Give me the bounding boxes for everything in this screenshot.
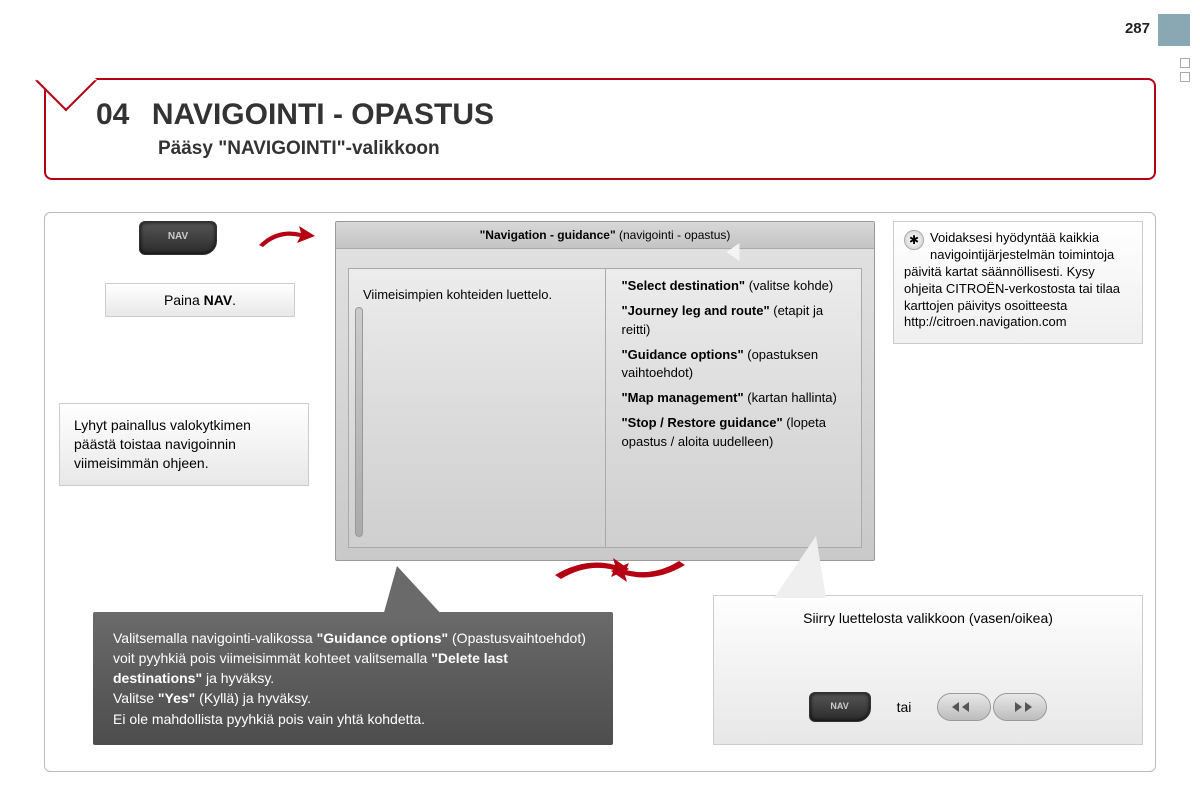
menu-item: "Select destination" (valitse kohde)	[622, 277, 850, 296]
callout-text: Ei ole mahdollista pyyhkiä pois vain yht…	[113, 711, 425, 727]
menu-item: "Journey leg and route" (etapit ja reitt…	[622, 302, 850, 340]
short-press-hint: Lyhyt painallus valokytkimen päästä tois…	[59, 403, 309, 486]
lightbulb-icon: ✱	[904, 230, 924, 250]
or-label: tai	[897, 699, 912, 715]
screen-right-panel: "Select destination" (valitse kohde) "Jo…	[606, 269, 862, 547]
guidance-delete-callout: Valitsemalla navigointi-valikossa "Guida…	[93, 612, 613, 745]
list-to-menu-panel: Siirry luettelosta valikkoon (vasen/oike…	[713, 595, 1143, 745]
callout-bold: "Guidance options"	[317, 630, 449, 646]
corner-block	[1158, 14, 1190, 46]
screen-title-bar: "Navigation - guidance" (navigointi - op…	[336, 222, 874, 249]
recent-list-label: Viimeisimpien kohteiden luettelo.	[363, 287, 552, 302]
swap-arrows-icon	[545, 551, 695, 589]
side-marker-dots	[1180, 58, 1190, 86]
button-row: NAV tai	[714, 692, 1142, 722]
screen-title-sub: (navigointi - opastus)	[616, 228, 731, 242]
menu-bold: "Map management"	[622, 390, 744, 405]
tip-text: Voidaksesi hyödyntää kaikkia navigointij…	[904, 230, 1120, 329]
menu-item: "Guidance options" (opastuksen vaihtoehd…	[622, 346, 850, 384]
chapter-header: 04 NAVIGOINTI - OPASTUS Pääsy "NAVIGOINT…	[44, 78, 1156, 180]
screen-title-main: "Navigation - guidance"	[480, 228, 616, 242]
nav-hardware-button: NAV	[139, 221, 217, 255]
screen-left-panel: Viimeisimpien kohteiden luettelo.	[349, 269, 606, 547]
chapter-number: 04	[96, 98, 129, 132]
seek-buttons	[937, 693, 1047, 721]
press-nav-bold: NAV	[204, 292, 233, 308]
scrollbar	[355, 307, 363, 537]
callout-text: Valitse	[113, 690, 158, 706]
chapter-subtitle: Pääsy "NAVIGOINTI"-valikkoon	[158, 138, 1124, 160]
callout-bold: "Yes"	[158, 690, 195, 706]
page-number: 287	[1125, 20, 1150, 37]
map-update-tip: ✱ Voidaksesi hyödyntää kaikkia navigoint…	[893, 221, 1143, 344]
callout-text: ja hyväksy.	[202, 670, 274, 686]
nav-screen-mock: "Navigation - guidance" (navigointi - op…	[335, 221, 875, 561]
callout-text: Valitsemalla navigointi-valikossa	[113, 630, 317, 646]
list-to-menu-title: Siirry luettelosta valikkoon (vasen/oike…	[732, 610, 1124, 626]
menu-rest: (kartan hallinta)	[744, 390, 837, 405]
press-nav-suffix: .	[232, 292, 236, 308]
triangle-left-icon	[727, 243, 740, 261]
menu-item: "Map management" (kartan hallinta)	[622, 389, 850, 408]
press-nav-prefix: Paina	[164, 292, 204, 308]
callout-pointer	[383, 566, 443, 616]
press-nav-instruction: Paina NAV.	[105, 283, 295, 317]
screen-body: Viimeisimpien kohteiden luettelo. "Selec…	[348, 268, 862, 548]
arrow-right-icon	[257, 225, 317, 251]
content-area: NAV Paina NAV. Lyhyt painallus valokytki…	[44, 212, 1156, 772]
menu-bold: "Stop / Restore guidance"	[622, 415, 783, 430]
menu-rest: (valitse kohde)	[745, 278, 833, 293]
menu-bold: "Guidance options"	[622, 347, 744, 362]
seek-back-button	[937, 693, 991, 721]
callout-text: (Kyllä) ja hyväksy.	[195, 690, 311, 706]
nav-hardware-button-small: NAV	[809, 692, 871, 722]
seek-forward-button	[993, 693, 1047, 721]
menu-item: "Stop / Restore guidance" (lopeta opastu…	[622, 414, 850, 452]
chapter-title: NAVIGOINTI - OPASTUS	[152, 98, 494, 132]
menu-bold: "Journey leg and route"	[622, 303, 770, 318]
callout-pointer	[774, 536, 826, 598]
menu-bold: "Select destination"	[622, 278, 746, 293]
